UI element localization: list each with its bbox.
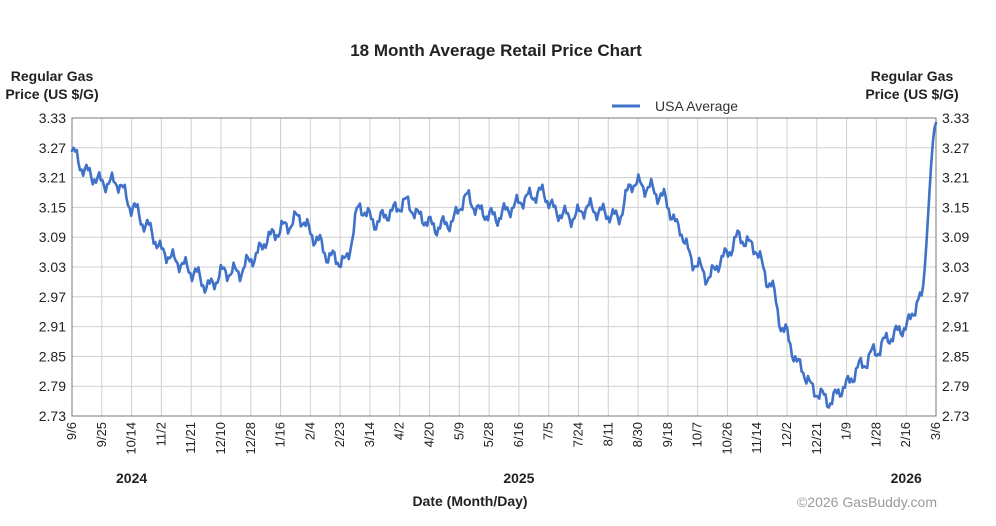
x-tick-label: 1/16 xyxy=(273,422,288,447)
x-axis: 9/6 9/25 10/14 11/2 11/21 12/10 12/28 1/16 2/4 2/… xyxy=(64,422,943,455)
x-tick-label: 12/28 xyxy=(243,422,258,455)
y-tick-label-left: 2.79 xyxy=(39,378,66,394)
y-tick-label-right: 2.91 xyxy=(942,319,969,335)
grid xyxy=(71,117,937,417)
x-tick-label: 3/14 xyxy=(362,422,377,447)
right-axis-label-line2: Price (US $/G) xyxy=(865,86,958,102)
x-tick-label: 9/18 xyxy=(660,422,675,447)
y-axis-right: 3.33 3.27 3.21 3.15 3.09 3.03 2.97 2.91 2.85 2.79… xyxy=(942,110,969,424)
y-tick-label-right: 2.85 xyxy=(942,348,969,364)
y-tick-label-right: 3.33 xyxy=(942,110,969,126)
x-tick-label: 10/14 xyxy=(124,422,139,455)
year-label: 2026 xyxy=(891,470,922,486)
y-axis-left: 3.33 3.27 3.21 3.15 3.09 3.03 2.97 2.91 2.85 2.79… xyxy=(39,110,66,424)
x-tick-label: 12/10 xyxy=(213,422,228,455)
year-labels: 2024 2025 2026 xyxy=(116,470,922,486)
x-tick-label: 5/28 xyxy=(481,422,496,447)
y-tick-label-left: 3.33 xyxy=(39,110,66,126)
y-tick-label-right: 2.79 xyxy=(942,378,969,394)
legend-label: USA Average xyxy=(655,98,738,114)
y-tick-label-right: 2.73 xyxy=(942,408,969,424)
x-tick-label: 1/9 xyxy=(839,422,854,440)
y-tick-label-right: 3.03 xyxy=(942,259,969,275)
x-tick-label: 11/14 xyxy=(749,422,764,454)
credit-text: ©2026 GasBuddy.com xyxy=(797,494,937,510)
y-tick-label-left: 3.03 xyxy=(39,259,66,275)
x-tick-label: 7/5 xyxy=(541,422,556,440)
x-tick-label: 8/11 xyxy=(600,422,615,446)
y-tick-label-left: 2.91 xyxy=(39,319,66,335)
y-tick-label-left: 3.15 xyxy=(39,199,66,215)
x-tick-label: 6/16 xyxy=(511,422,526,447)
left-axis-label-line2: Price (US $/G) xyxy=(5,86,98,102)
y-tick-label-left: 2.97 xyxy=(39,289,66,305)
x-tick-label: 9/25 xyxy=(94,422,109,447)
y-tick-label-right: 3.15 xyxy=(942,199,969,215)
x-tick-label: 10/26 xyxy=(719,422,734,455)
x-tick-label: 4/2 xyxy=(392,422,407,440)
y-tick-label-left: 3.21 xyxy=(39,170,66,186)
y-tick-label-right: 3.21 xyxy=(942,170,969,186)
x-tick-label: 12/21 xyxy=(809,422,824,455)
x-tick-label: 12/2 xyxy=(779,422,794,447)
y-tick-label-left: 3.27 xyxy=(39,140,66,156)
x-tick-label: 7/24 xyxy=(570,422,585,447)
right-axis-label-line1: Regular Gas xyxy=(871,68,954,84)
x-tick-label: 11/21 xyxy=(183,422,198,454)
plot-frame xyxy=(71,117,937,417)
series-line-usa-average xyxy=(70,121,938,409)
y-tick-label-left: 2.73 xyxy=(39,408,66,424)
x-tick-label: 4/20 xyxy=(422,422,437,447)
year-label: 2025 xyxy=(503,470,534,486)
x-tick-label: 2/23 xyxy=(332,422,347,447)
x-tick-label: 2/4 xyxy=(302,422,317,440)
y-tick-label-left: 2.85 xyxy=(39,348,66,364)
x-tick-label: 9/6 xyxy=(64,422,79,440)
legend: USA Average xyxy=(612,98,738,114)
y-tick-label-right: 3.27 xyxy=(942,140,969,156)
left-axis-label-line1: Regular Gas xyxy=(11,68,94,84)
x-tick-label: 2/16 xyxy=(898,422,913,447)
y-tick-label-left: 3.09 xyxy=(39,229,66,245)
x-tick-label: 11/2 xyxy=(153,422,168,446)
chart-title: 18 Month Average Retail Price Chart xyxy=(350,41,642,60)
x-tick-label: 10/7 xyxy=(690,422,705,447)
x-tick-label: 1/28 xyxy=(868,422,883,447)
x-tick-label: 8/30 xyxy=(630,422,645,447)
x-tick-label: 3/6 xyxy=(928,422,943,440)
y-tick-label-right: 2.97 xyxy=(942,289,969,305)
year-label: 2024 xyxy=(116,470,147,486)
y-tick-label-right: 3.09 xyxy=(942,229,969,245)
x-axis-label: Date (Month/Day) xyxy=(412,493,527,509)
x-tick-label: 5/9 xyxy=(451,422,466,440)
